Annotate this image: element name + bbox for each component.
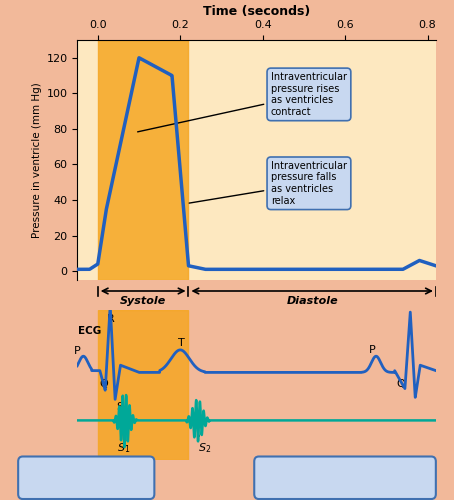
Text: (A): (A) <box>74 471 98 485</box>
Text: $S_2$: $S_2$ <box>197 432 211 456</box>
Text: S: S <box>116 402 123 411</box>
Text: ECG: ECG <box>78 326 101 336</box>
Bar <box>98 40 188 280</box>
Text: P: P <box>74 346 81 356</box>
Text: T: T <box>178 338 185 348</box>
Text: Q: Q <box>396 379 405 389</box>
FancyBboxPatch shape <box>18 456 154 499</box>
Bar <box>98 310 188 460</box>
Text: Systole: Systole <box>120 296 166 306</box>
Text: (B): (B) <box>333 471 357 485</box>
Text: Intraventricular
pressure rises
as ventricles
contract: Intraventricular pressure rises as ventr… <box>138 72 347 132</box>
Text: $S_1$: $S_1$ <box>117 433 130 456</box>
FancyBboxPatch shape <box>254 456 436 499</box>
Text: Intraventricular
pressure falls
as ventricles
relax: Intraventricular pressure falls as ventr… <box>189 161 347 206</box>
Text: Q: Q <box>99 379 108 389</box>
Y-axis label: Pressure in ventricle (mm Hg): Pressure in ventricle (mm Hg) <box>32 82 42 238</box>
X-axis label: Time (seconds): Time (seconds) <box>203 4 310 18</box>
Text: P: P <box>369 345 376 355</box>
Text: Diastole: Diastole <box>286 296 338 306</box>
Text: R: R <box>107 314 114 324</box>
